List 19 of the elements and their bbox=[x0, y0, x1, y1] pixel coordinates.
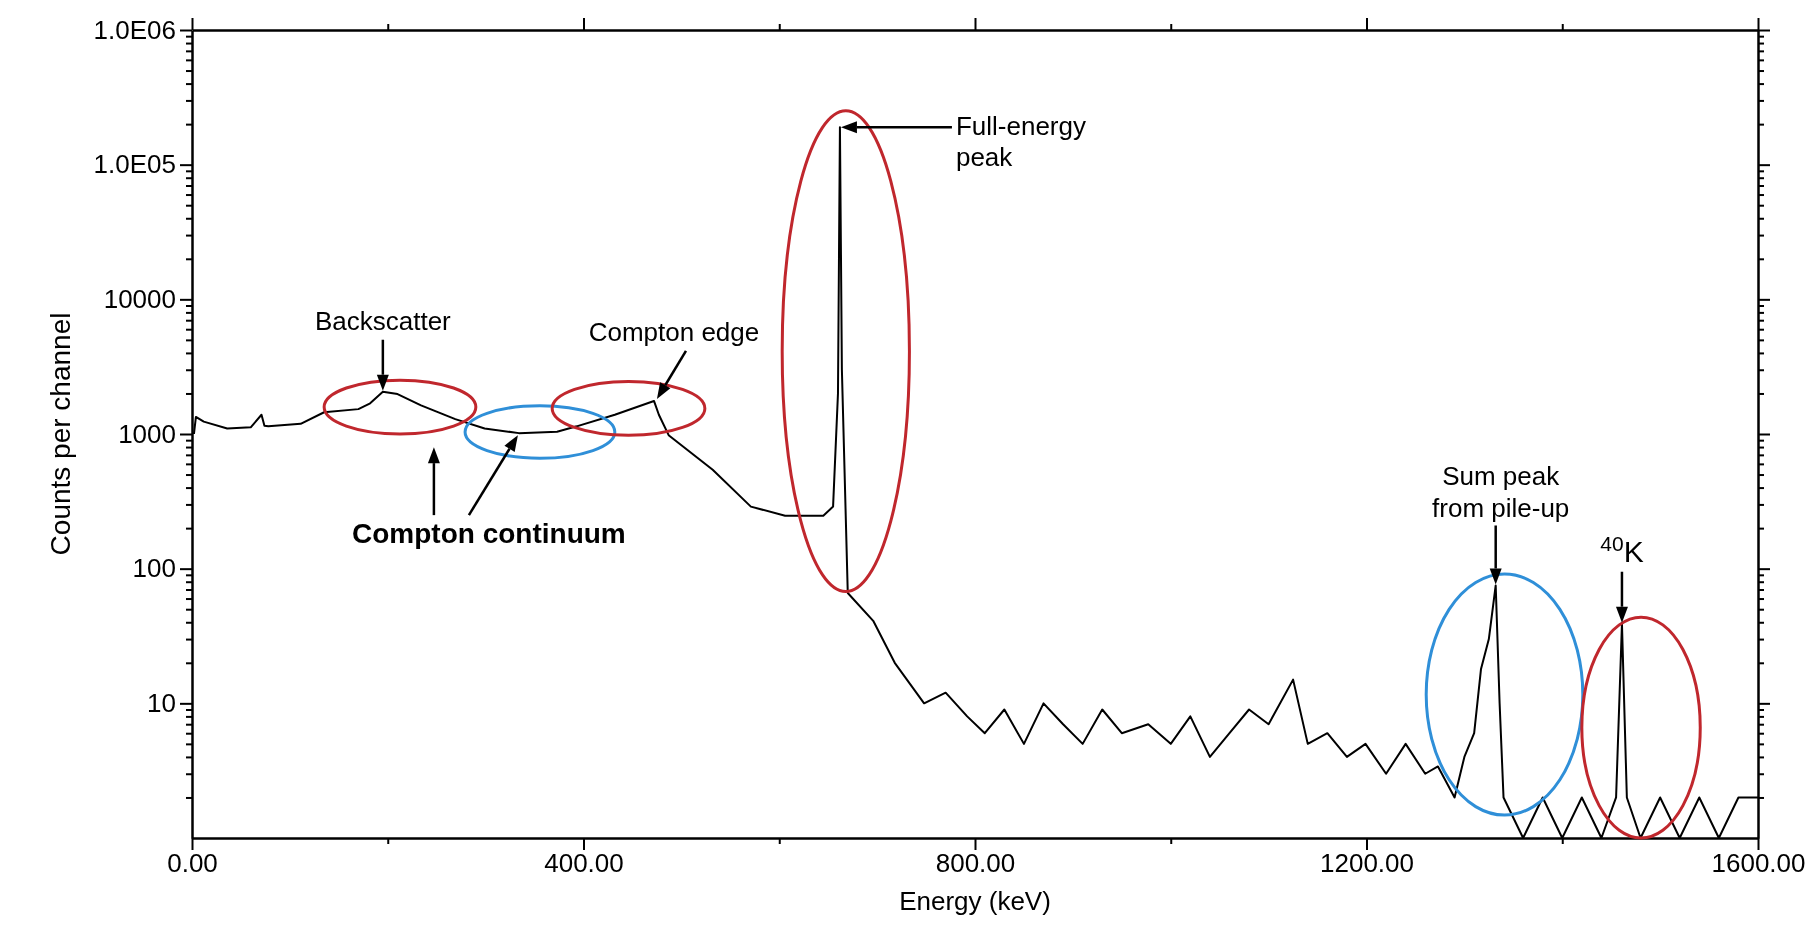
annotation: Compton edge bbox=[588, 316, 760, 347]
x-axis-title: Energy (keV) bbox=[899, 886, 1051, 916]
y-tick-label: 10000 bbox=[103, 284, 176, 315]
annotation: Backscatter bbox=[314, 305, 452, 336]
x-tick-label: 800.00 bbox=[935, 848, 1016, 879]
annotation: Full-energy peak bbox=[955, 111, 1086, 173]
y-axis-title: Counts per channel bbox=[45, 312, 76, 556]
x-tick-label: 1200.00 bbox=[1320, 848, 1414, 879]
y-tick-label: 1000 bbox=[118, 418, 176, 449]
y-tick-label: 10 bbox=[147, 688, 176, 719]
y-tick-label: 1.0E05 bbox=[93, 149, 176, 180]
x-tick-label: 1600.00 bbox=[1711, 848, 1806, 879]
annotation: $^{40}$K bbox=[1600, 531, 1644, 568]
x-tick-label: 400.00 bbox=[544, 848, 624, 879]
annotation: Compton continuum bbox=[352, 518, 626, 550]
y-tick-label: 1.0E06 bbox=[93, 14, 176, 45]
x-tick-label: 0.00 bbox=[167, 848, 218, 879]
y-tick-label: 100 bbox=[132, 553, 176, 584]
annotation: Sum peak from pile-up bbox=[1432, 461, 1570, 523]
